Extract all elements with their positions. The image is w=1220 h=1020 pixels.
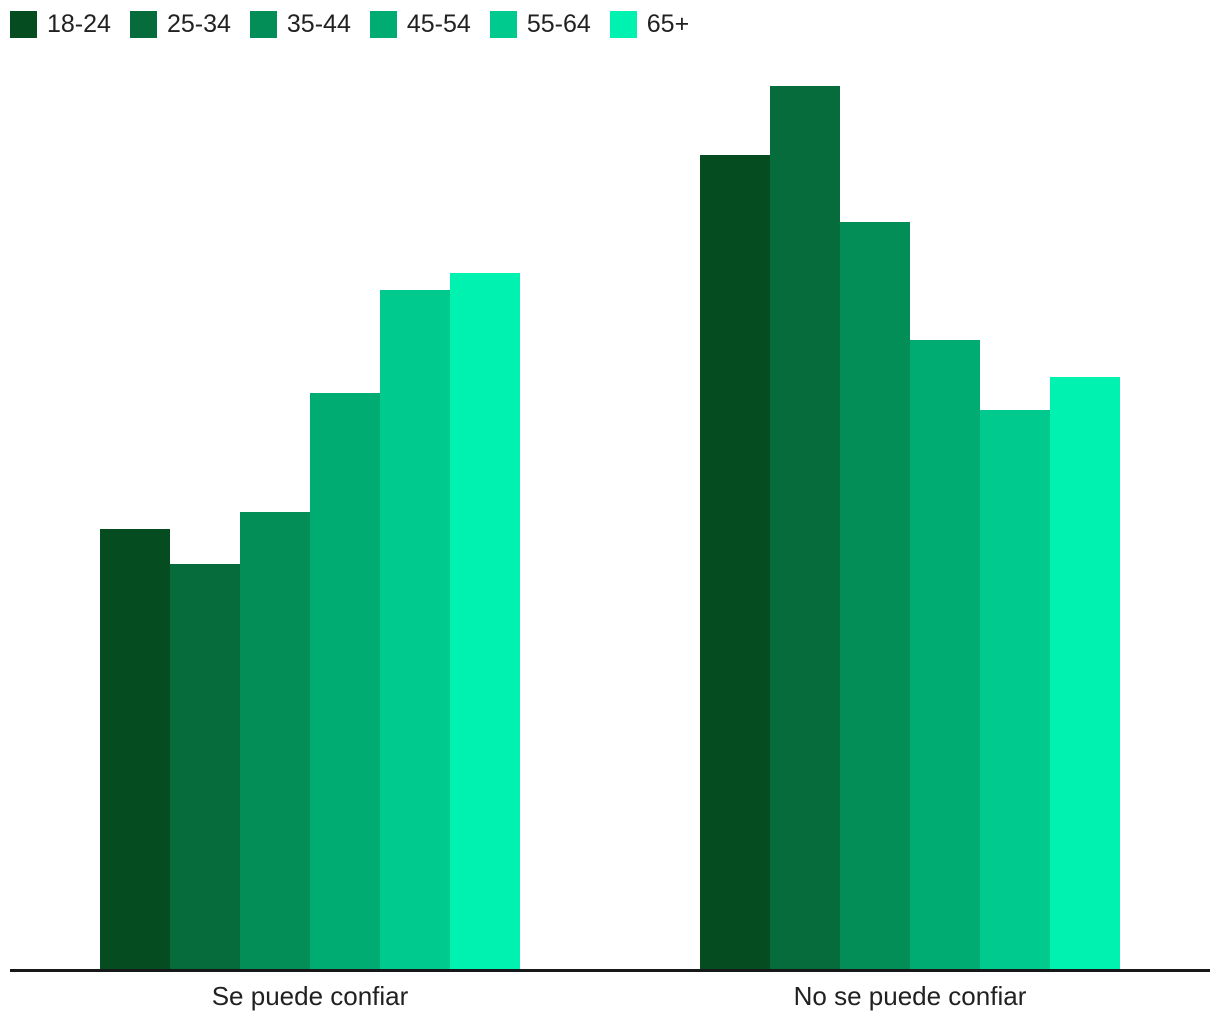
legend-label: 45-54 (406, 10, 471, 38)
bar-no-se-puede-confiar-35-44 (840, 222, 910, 970)
x-axis-label-se-puede-confiar: Se puede confiar (211, 981, 409, 1011)
bar-se-puede-confiar-65+ (450, 273, 520, 970)
legend-item-25-34: 25-34 (129, 10, 231, 38)
legend-label: 35-44 (286, 10, 351, 38)
bar-se-puede-confiar-35-44 (240, 512, 310, 970)
bar-se-puede-confiar-55-64 (380, 290, 450, 970)
bar-no-se-puede-confiar-18-24 (700, 155, 770, 970)
bar-no-se-puede-confiar-55-64 (980, 410, 1050, 970)
legend-swatch-icon (609, 11, 637, 38)
legend-swatch-icon (369, 11, 397, 38)
bar-group-se-puede-confiar (100, 273, 520, 970)
legend-item-65+: 65+ (609, 10, 690, 38)
bar-group-no-se-puede-confiar (700, 86, 1120, 970)
bar-no-se-puede-confiar-45-54 (910, 340, 980, 970)
legend-label: 25-34 (166, 10, 231, 38)
legend-swatch-icon (129, 11, 157, 38)
legend-item-55-64: 55-64 (489, 10, 591, 38)
legend-item-35-44: 35-44 (249, 10, 351, 38)
legend-swatch-icon (489, 11, 517, 38)
bar-se-puede-confiar-25-34 (170, 564, 240, 970)
legend-item-18-24: 18-24 (10, 11, 111, 38)
bar-se-puede-confiar-18-24 (100, 529, 170, 970)
legend-swatch-icon (10, 11, 37, 38)
legend-label: 65+ (646, 10, 690, 38)
bar-no-se-puede-confiar-25-34 (770, 86, 840, 970)
bar-se-puede-confiar-45-54 (310, 393, 380, 970)
legend-label: 18-24 (47, 10, 111, 38)
x-axis-line (10, 969, 1210, 972)
bar-no-se-puede-confiar-65+ (1050, 377, 1120, 970)
legend-label: 55-64 (526, 10, 591, 38)
legend-swatch-icon (249, 11, 277, 38)
legend-item-45-54: 45-54 (369, 10, 471, 38)
x-axis-label-no-se-puede-confiar: No se puede confiar (793, 981, 1027, 1011)
legend: 18-24 25-34 35-44 45-54 55-64 65+ (10, 11, 689, 38)
